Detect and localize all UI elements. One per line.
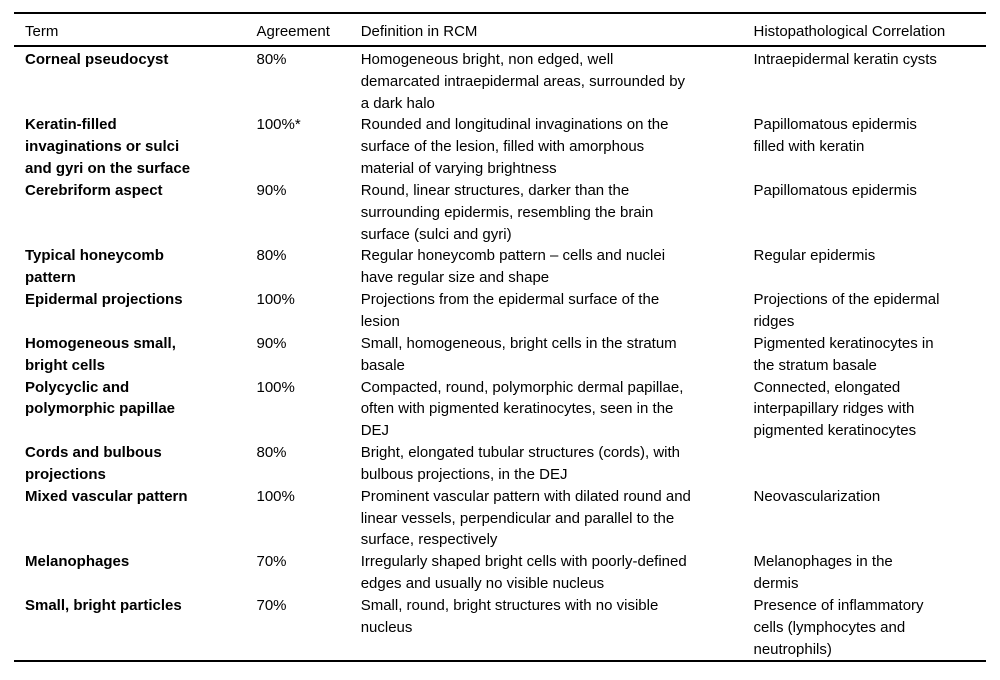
agreement-cell: 70%	[256, 553, 287, 571]
column-header-definition: Definition in RCM	[360, 13, 754, 47]
histopathology-cell: Projections of the epidermal ridges	[753, 291, 940, 330]
rcm-terminology-table-container: Term Agreement Definition in RCM Histopa…	[14, 12, 986, 663]
definition-cell: Small, homogeneous, bright cells in the …	[360, 334, 677, 374]
histopathology-cell: Papillomatous epidermis filled with kera…	[753, 116, 917, 156]
agreement-cell: 100%	[256, 291, 295, 309]
agreement-cell: 80%	[256, 247, 287, 265]
term-cell: Epidermal projections	[25, 291, 183, 309]
agreement-cell: 80%	[256, 50, 287, 68]
table-row: Keratin-filled invaginations or sulci an…	[14, 114, 986, 180]
definition-cell: Prominent vascular pattern with dilated …	[360, 487, 691, 549]
column-header-histopathology: Histopathological Correlation	[753, 13, 986, 47]
term-cell: Homogeneous small, bright cells	[25, 334, 176, 374]
agreement-cell: 70%	[256, 596, 287, 614]
definition-cell: Projections from the epidermal surface o…	[360, 291, 660, 330]
definition-cell: Rounded and longitudinal invaginations o…	[360, 116, 669, 178]
histopathology-cell: Papillomatous epidermis	[753, 181, 917, 199]
header-row: Term Agreement Definition in RCM Histopa…	[14, 13, 986, 47]
rcm-terminology-table: Term Agreement Definition in RCM Histopa…	[14, 12, 986, 663]
term-cell: Polycyclic and polymorphic papillae	[25, 378, 176, 418]
histopathology-cell: Melanophages in the dermis	[753, 553, 893, 593]
definition-cell: Homogeneous bright, non edged, well dema…	[360, 50, 686, 112]
table-row: Homogeneous small, bright cells 90% Smal…	[14, 333, 986, 377]
agreement-cell: 100%*	[256, 116, 301, 134]
agreement-cell: 90%	[256, 181, 287, 199]
agreement-cell: 100%	[256, 378, 295, 396]
table-row: Corneal pseudocyst 80% Homogeneous brigh…	[14, 46, 986, 115]
definition-cell: Round, linear structures, darker than th…	[360, 181, 654, 243]
term-cell: Melanophages	[25, 553, 130, 571]
table-row: Small, bright particles 70% Small, round…	[14, 595, 986, 662]
histopathology-cell: Neovascularization	[753, 487, 881, 505]
table-row: Cerebriform aspect 90% Round, linear str…	[14, 180, 986, 246]
agreement-cell: 90%	[256, 334, 287, 352]
table-body: Corneal pseudocyst 80% Homogeneous brigh…	[14, 46, 986, 662]
term-cell: Cerebriform aspect	[25, 181, 163, 199]
agreement-cell: 80%	[256, 444, 287, 462]
column-header-agreement: Agreement	[256, 13, 361, 47]
table-row: Typical honeycomb pattern 80% Regular ho…	[14, 245, 986, 289]
definition-cell: Irregularly shaped bright cells with poo…	[360, 553, 687, 593]
table-row: Melanophages 70% Irregularly shaped brig…	[14, 551, 986, 595]
term-cell: Corneal pseudocyst	[25, 50, 169, 68]
histopathology-cell: Pigmented keratinocytes in the stratum b…	[753, 334, 934, 374]
histopathology-cell	[753, 442, 986, 486]
term-cell: Mixed vascular pattern	[25, 487, 188, 505]
histopathology-cell: Connected, elongated interpapillary ridg…	[753, 378, 917, 440]
table-row: Epidermal projections 100% Projections f…	[14, 289, 986, 333]
definition-cell: Bright, elongated tubular structures (co…	[360, 444, 681, 483]
definition-cell: Compacted, round, polymorphic dermal pap…	[360, 378, 684, 440]
table-row: Cords and bulbous projections 80% Bright…	[14, 442, 986, 486]
histopathology-cell: Presence of inflammatory cells (lymphocy…	[753, 596, 924, 658]
table-row: Polycyclic and polymorphic papillae 100%…	[14, 377, 986, 443]
table-row: Mixed vascular pattern 100% Prominent va…	[14, 486, 986, 552]
histopathology-cell: Regular epidermis	[753, 247, 876, 265]
term-cell: Small, bright particles	[25, 596, 182, 614]
column-header-term: Term	[14, 13, 257, 47]
histopathology-cell: Intraepidermal keratin cysts	[753, 50, 937, 68]
term-cell: Cords and bulbous projections	[25, 444, 162, 483]
agreement-cell: 100%	[256, 487, 295, 505]
term-cell: Typical honeycomb pattern	[25, 247, 164, 287]
table-header: Term Agreement Definition in RCM Histopa…	[14, 13, 986, 47]
definition-cell: Regular honeycomb pattern – cells and nu…	[360, 247, 666, 287]
term-cell: Keratin-filled invaginations or sulci an…	[25, 116, 191, 178]
definition-cell: Small, round, bright structures with no …	[360, 596, 659, 636]
